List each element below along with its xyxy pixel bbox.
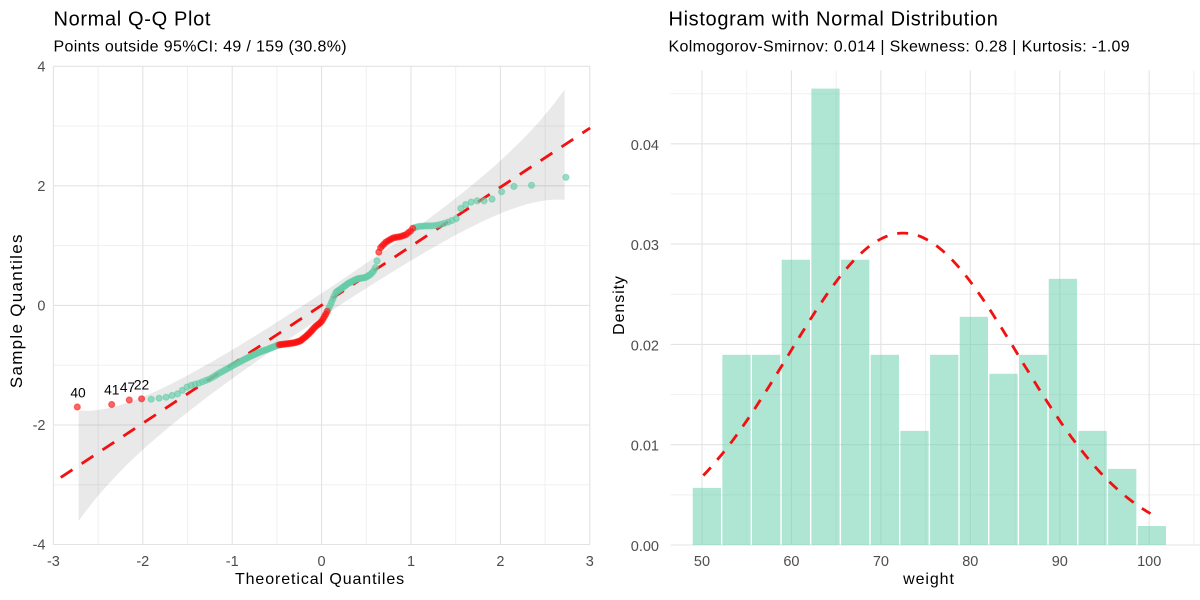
svg-text:0.01: 0.01 xyxy=(631,439,659,455)
svg-text:Normal Q-Q Plot: Normal Q-Q Plot xyxy=(54,9,212,31)
svg-text:40: 40 xyxy=(70,386,86,401)
svg-text:-2: -2 xyxy=(136,554,149,570)
svg-text:0.00: 0.00 xyxy=(631,539,659,555)
svg-text:0: 0 xyxy=(37,299,45,315)
svg-text:80: 80 xyxy=(962,554,978,570)
svg-text:41: 41 xyxy=(104,383,119,398)
svg-text:22: 22 xyxy=(134,378,149,393)
svg-text:0.04: 0.04 xyxy=(631,138,659,154)
svg-text:Density: Density xyxy=(611,275,628,335)
svg-text:90: 90 xyxy=(1052,554,1068,570)
svg-text:2: 2 xyxy=(496,554,504,570)
svg-text:0.03: 0.03 xyxy=(631,238,659,254)
svg-text:1: 1 xyxy=(407,554,415,570)
svg-text:4: 4 xyxy=(37,60,45,76)
svg-text:-4: -4 xyxy=(33,538,46,554)
svg-text:Histogram with Normal Distribu: Histogram with Normal Distribution xyxy=(669,9,999,31)
svg-text:weight: weight xyxy=(902,571,955,588)
svg-text:60: 60 xyxy=(783,554,799,570)
svg-text:Sample Quantiles: Sample Quantiles xyxy=(7,233,26,388)
svg-text:0: 0 xyxy=(318,554,326,570)
svg-text:50: 50 xyxy=(694,554,710,570)
svg-text:-3: -3 xyxy=(47,554,60,570)
svg-text:70: 70 xyxy=(873,554,889,570)
svg-text:Kolmogorov-Smirnov: 0.014 | Sk: Kolmogorov-Smirnov: 0.014 | Skewness: 0.… xyxy=(669,39,1131,56)
svg-text:47: 47 xyxy=(120,380,135,395)
svg-text:0.02: 0.02 xyxy=(631,338,659,354)
svg-text:-2: -2 xyxy=(33,418,46,434)
svg-text:Theoretical Quantiles: Theoretical Quantiles xyxy=(235,571,405,588)
svg-text:3: 3 xyxy=(586,554,594,570)
svg-text:-1: -1 xyxy=(226,554,239,570)
svg-text:Points outside 95%CI: 49 / 159: Points outside 95%CI: 49 / 159 (30.8%) xyxy=(54,39,347,56)
svg-text:2: 2 xyxy=(37,179,45,195)
svg-text:100: 100 xyxy=(1137,554,1161,570)
